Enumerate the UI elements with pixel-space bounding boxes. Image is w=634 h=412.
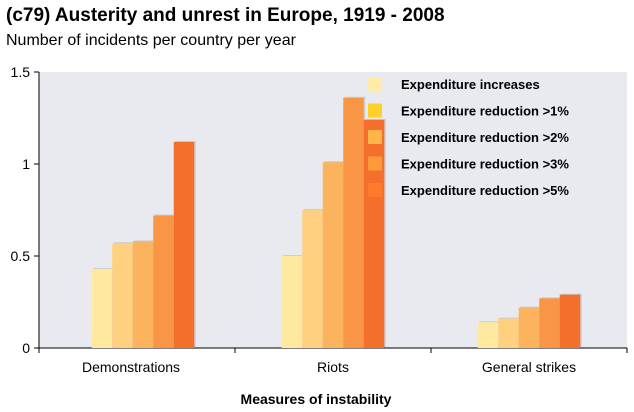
x-category-label: Riots <box>317 359 349 375</box>
legend-swatch <box>368 130 382 144</box>
bar <box>343 97 364 348</box>
legend-swatch <box>368 77 382 91</box>
bar <box>153 215 174 348</box>
x-category-label: Demonstrations <box>82 359 180 375</box>
bar <box>302 210 323 348</box>
bar <box>477 322 499 348</box>
bar <box>518 307 540 348</box>
x-axis-title: Measures of instability <box>241 391 392 407</box>
legend-label: Expenditure reduction >5% <box>401 183 569 198</box>
legend-swatch <box>368 103 382 118</box>
bar <box>363 119 385 348</box>
x-category-label: General strikes <box>482 359 576 375</box>
y-tick-label: 1 <box>22 156 30 172</box>
bar <box>112 243 133 348</box>
legend-swatch <box>368 156 382 171</box>
legend-label: Expenditure reduction >2% <box>401 130 569 145</box>
bar <box>559 294 581 348</box>
y-tick-label: 0 <box>22 340 30 356</box>
bar <box>91 268 113 348</box>
bar <box>539 298 560 348</box>
legend-label: Expenditure increases <box>401 77 540 92</box>
bar <box>173 141 195 348</box>
bar <box>498 318 519 348</box>
bar <box>132 241 154 348</box>
legend-label: Expenditure reduction >3% <box>401 157 569 172</box>
legend-label: Expenditure reduction >1% <box>401 104 569 119</box>
chart-title: (c79) Austerity and unrest in Europe, 19… <box>6 5 445 26</box>
bar <box>322 162 344 348</box>
y-tick-label: 1.5 <box>11 64 31 80</box>
legend-swatch <box>368 183 382 197</box>
bar <box>281 256 303 348</box>
chart-subtitle: Number of incidents per country per year <box>6 32 296 49</box>
y-tick-label: 0.5 <box>11 248 31 264</box>
